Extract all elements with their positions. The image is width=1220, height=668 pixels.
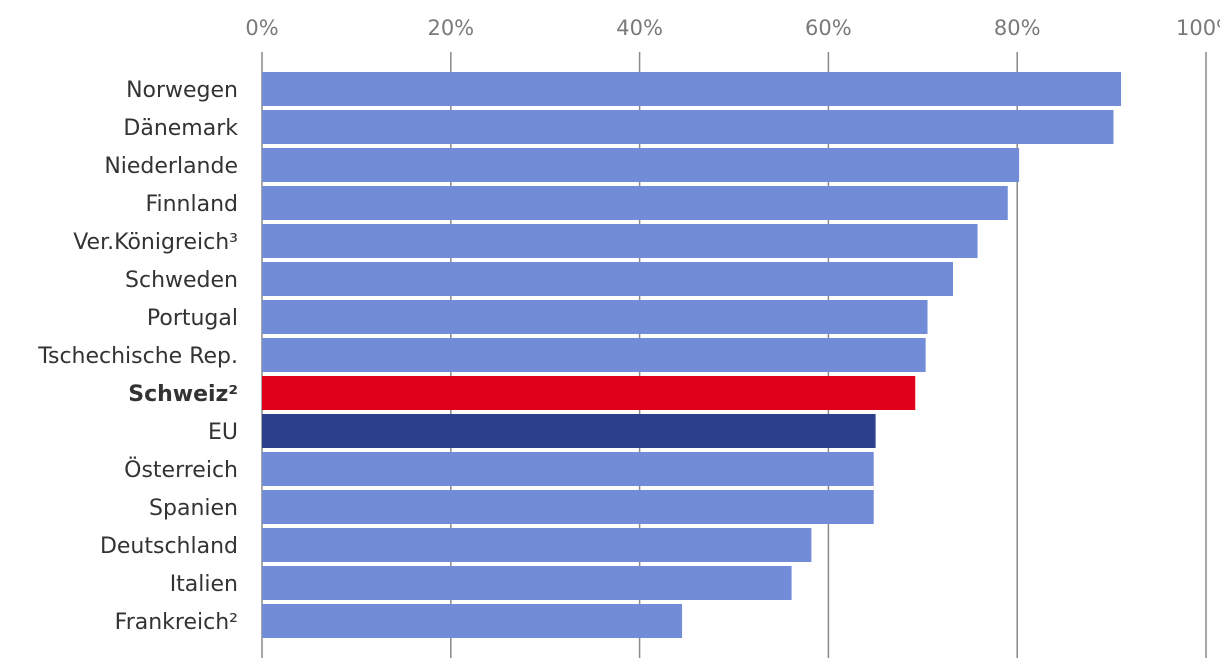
category-labels: Norwegen Dänemark Niederlande Finnland Ver.K… <box>37 78 238 635</box>
x-tick-label: 40% <box>616 16 663 40</box>
bar <box>262 338 926 372</box>
bar <box>262 186 1008 220</box>
x-axis-tick-labels: 0% 20% 40% 60% 80% 100% <box>245 16 1220 40</box>
category-label: Portugal <box>147 306 238 331</box>
bar <box>262 604 683 638</box>
x-tick-label: 80% <box>994 16 1041 40</box>
bar <box>262 376 916 410</box>
category-label: Schweden <box>125 268 238 293</box>
category-label: Norwegen <box>126 78 238 103</box>
bar <box>262 452 874 486</box>
category-label: Italien <box>170 572 238 597</box>
category-label: Deutschland <box>100 534 238 559</box>
category-label: Niederlande <box>104 154 238 179</box>
category-label: Dänemark <box>123 116 238 141</box>
category-label: Frankreich² <box>115 610 238 635</box>
x-tick-label: 100% <box>1176 16 1220 40</box>
category-label: Spanien <box>149 496 238 521</box>
category-label: Tschechische Rep. <box>37 344 238 369</box>
x-tick-label: 0% <box>245 16 278 40</box>
bar <box>262 528 812 562</box>
category-label: Finnland <box>145 192 238 217</box>
x-tick-label: 20% <box>427 16 474 40</box>
x-tick-label: 60% <box>805 16 852 40</box>
bar <box>262 110 1114 144</box>
bars <box>262 72 1122 638</box>
bar <box>262 300 928 334</box>
category-label: Ver.Königreich³ <box>73 230 238 255</box>
bar <box>262 148 1020 182</box>
category-label: EU <box>208 420 238 445</box>
bar <box>262 262 954 296</box>
bar <box>262 224 978 258</box>
bar <box>262 490 874 524</box>
bar <box>262 414 876 448</box>
category-label: Schweiz² <box>128 382 238 407</box>
bar <box>262 72 1122 106</box>
bar <box>262 566 792 600</box>
category-label: Österreich <box>124 457 238 483</box>
